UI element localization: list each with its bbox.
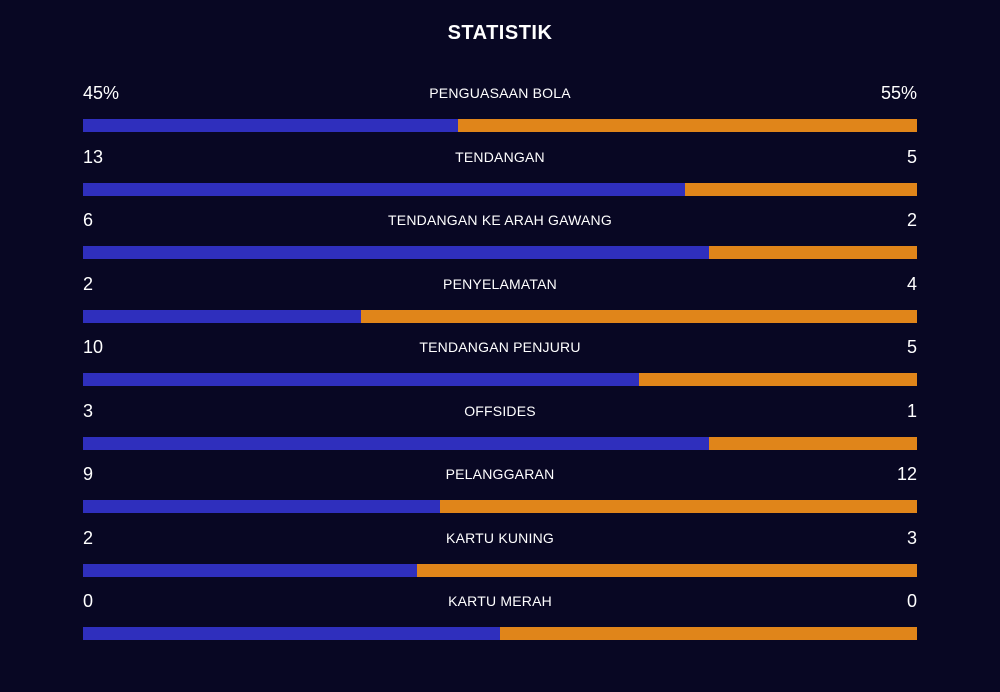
away-value: 5 <box>906 337 917 357</box>
home-value: 10 <box>83 337 104 357</box>
comparison-bar <box>83 436 917 450</box>
away-value: 12 <box>896 464 917 484</box>
comparison-bar <box>83 627 917 640</box>
stat-label: PENYELAMATAN <box>443 275 557 292</box>
home-bar <box>83 182 686 196</box>
home-value: 45% <box>83 83 120 103</box>
stat-header: 45% PENGUASAAN BOLA 55% <box>83 80 917 106</box>
stat-row-shots-on-target: 6 TENDANGAN KE ARAH GAWANG 2 <box>83 207 917 271</box>
away-bar <box>416 563 917 577</box>
stat-header: 6 TENDANGAN KE ARAH GAWANG 2 <box>83 207 917 233</box>
stat-header: 2 PENYELAMATAN 4 <box>83 271 917 297</box>
away-bar <box>638 373 917 386</box>
comparison-bar <box>83 119 917 132</box>
page-title: STATISTIK <box>447 22 553 44</box>
stat-row-possession: 45% PENGUASAAN BOLA 55% <box>83 80 917 144</box>
away-value: 55% <box>880 83 917 103</box>
home-value: 13 <box>83 146 104 167</box>
away-value: 0 <box>906 591 917 611</box>
stat-label: TENDANGAN PENJURU <box>419 339 581 355</box>
comparison-bar <box>83 563 917 577</box>
comparison-bar <box>83 309 917 323</box>
away-bar <box>708 436 917 450</box>
away-value: 3 <box>906 527 917 548</box>
stat-label: TENDANGAN <box>455 148 545 165</box>
away-bar <box>440 500 917 513</box>
comparison-bar <box>83 500 917 513</box>
stat-row-red-cards: 0 KARTU MERAH 0 <box>83 588 917 652</box>
stat-header: 3 OFFSIDES 1 <box>83 398 917 424</box>
stat-label: PENGUASAAN BOLA <box>429 85 571 101</box>
home-bar <box>83 309 361 323</box>
home-bar <box>83 119 459 132</box>
away-value: 4 <box>906 273 917 294</box>
away-bar <box>685 182 917 196</box>
home-value: 2 <box>83 273 94 294</box>
away-value: 1 <box>906 400 917 421</box>
home-value: 3 <box>83 400 94 421</box>
home-bar <box>83 563 417 577</box>
stat-row-fouls: 9 PELANGGARAN 12 <box>83 461 917 525</box>
stat-row-offsides: 3 OFFSIDES 1 <box>83 398 917 462</box>
home-bar <box>83 436 709 450</box>
stat-row-yellow-cards: 2 KARTU KUNING 3 <box>83 525 917 589</box>
stat-header: 10 TENDANGAN PENJURU 5 <box>83 334 917 360</box>
stat-header: 9 PELANGGARAN 12 <box>83 461 917 487</box>
stat-header: 2 KARTU KUNING 3 <box>83 525 917 551</box>
stat-row-saves: 2 PENYELAMATAN 4 <box>83 271 917 335</box>
home-bar <box>83 373 639 386</box>
comparison-bar <box>83 373 917 386</box>
comparison-bar <box>83 246 917 259</box>
home-value: 0 <box>83 591 94 611</box>
home-bar <box>83 627 500 640</box>
away-bar <box>360 309 917 323</box>
stat-label: KARTU KUNING <box>446 529 554 546</box>
home-value: 2 <box>83 527 94 548</box>
stat-header: 13 TENDANGAN 5 <box>83 144 917 170</box>
stat-header: 0 KARTU MERAH 0 <box>83 588 917 614</box>
home-value: 6 <box>83 210 94 230</box>
stat-label: PELANGGARAN <box>445 466 555 482</box>
stat-label: KARTU MERAH <box>448 593 552 609</box>
stat-label: OFFSIDES <box>464 402 536 419</box>
stat-row-corners: 10 TENDANGAN PENJURU 5 <box>83 334 917 398</box>
stat-row-shots: 13 TENDANGAN 5 <box>83 144 917 208</box>
home-value: 9 <box>83 464 94 484</box>
away-bar <box>458 119 917 132</box>
away-bar <box>500 627 917 640</box>
away-bar <box>708 246 917 259</box>
home-bar <box>83 246 709 259</box>
stat-label: TENDANGAN KE ARAH GAWANG <box>388 212 612 228</box>
comparison-bar <box>83 182 917 196</box>
home-bar <box>83 500 441 513</box>
stats-list: 45% PENGUASAAN BOLA 55% 13 TENDANGAN 5 6… <box>83 80 917 652</box>
away-value: 5 <box>906 146 917 167</box>
away-value: 2 <box>906 210 917 230</box>
